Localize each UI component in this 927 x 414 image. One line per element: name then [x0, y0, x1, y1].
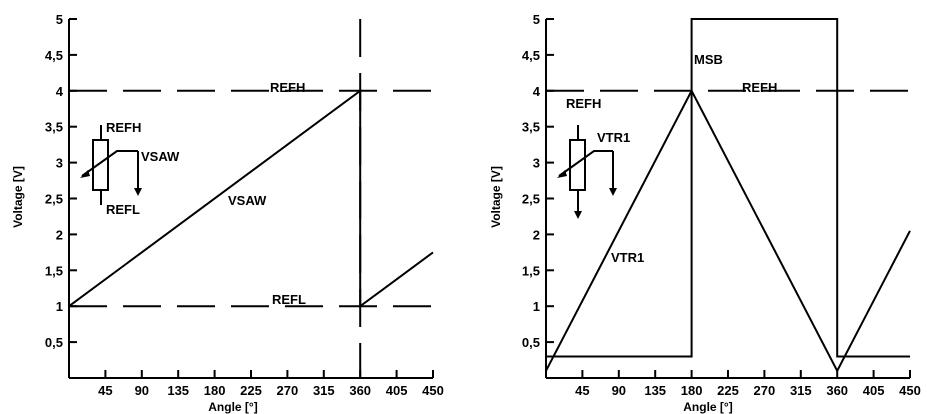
ref-label-refh: REFH	[270, 80, 305, 95]
inset-wiper-arrowhead	[80, 170, 90, 178]
y-tick-label: 1,5	[522, 263, 540, 278]
y-tick-label: 3,5	[522, 120, 540, 135]
series-vsaw	[68, 88, 434, 309]
inset-wiper-label: VTR1	[597, 130, 630, 145]
y-axis-title-right: Voltage [V]	[489, 166, 503, 228]
y-tick-label: 0,5	[45, 335, 63, 350]
inset-resistor-body	[569, 139, 586, 191]
chart-left: 0,5 1 1,5 2 2,5 3 3,5 4 4,5 5 45 90 135 180 225 270 315 3…	[11, 12, 444, 414]
y-tick-label: 0,5	[522, 335, 540, 350]
x-tick-label: 225	[240, 383, 262, 398]
y-tick-label: 1	[56, 299, 63, 314]
inset-wiper-arrow	[558, 150, 613, 177]
y-tick-label: 4,5	[522, 48, 540, 63]
x-tick-label: 135	[644, 383, 666, 398]
y-tick-label: 3	[533, 156, 540, 171]
chart-right-marks: 0,5 1 1,5 2 2,5 3 3,5 4 4,5 5 45 90 135 180 225 270 315 3…	[522, 12, 921, 398]
x-tick-label: 450	[422, 383, 444, 398]
inset-top-label: REFH	[566, 96, 601, 111]
chart-right: 0,5 1 1,5 2 2,5 3 3,5 4 4,5 5 45 90 135 180 225 270 315 3…	[489, 12, 921, 414]
y-tick-label: 3,5	[45, 120, 63, 135]
ref-label-refl: REFL	[272, 292, 306, 307]
y-tick-label: 2,5	[522, 192, 540, 207]
inset-output-arrowhead	[609, 188, 617, 196]
y-tick-label: 4,5	[45, 48, 63, 63]
y-axis-title-left: Voltage [V]	[11, 166, 25, 228]
series-msb	[546, 18, 910, 358]
curve-label-vtr1: VTR1	[611, 250, 644, 265]
y-tick-label: 2,5	[45, 192, 63, 207]
inset-bottom-label: REFL	[106, 202, 140, 217]
x-tick-label: 45	[98, 383, 112, 398]
x-tick-label: 225	[717, 383, 739, 398]
x-tick-label: 360	[349, 383, 371, 398]
x-tick-label: 450	[899, 383, 921, 398]
x-tick-label: 135	[167, 383, 189, 398]
inset-output-arrowhead	[134, 188, 142, 196]
y-tick-label: 2	[56, 227, 63, 242]
ref-label-refh: REFH	[742, 80, 777, 95]
x-tick-label: 405	[386, 383, 408, 398]
x-tick-label: 45	[575, 383, 589, 398]
inset-wiper-arrowhead	[557, 170, 567, 178]
x-tick-label: 360	[826, 383, 848, 398]
x-axis-title-right: Angle [°]	[683, 400, 732, 414]
x-tick-label: 180	[681, 383, 703, 398]
x-tick-label: 90	[135, 383, 149, 398]
inset-top-label: REFH	[106, 120, 141, 135]
inset-wiper-arrow	[81, 150, 138, 177]
y-tick-label: 4	[533, 84, 541, 99]
chart-left-marks: 0,5 1 1,5 2 2,5 3 3,5 4 4,5 5 45 90 135 180 225 270 315 3…	[45, 12, 444, 398]
x-tick-label: 270	[754, 383, 776, 398]
y-tick-label: 5	[533, 12, 540, 27]
x-tick-label: 405	[863, 383, 885, 398]
y-tick-label: 2	[533, 227, 540, 242]
x-axis-title-left: Angle [°]	[208, 400, 257, 414]
inset-wiper-label: VSAW	[141, 149, 180, 164]
chart-left-inset-symbol	[80, 125, 142, 205]
inset-resistor-body	[92, 139, 109, 191]
y-tick-label: 5	[56, 12, 63, 27]
series-vtr1	[545, 88, 911, 373]
x-tick-label: 180	[204, 383, 226, 398]
y-tick-label: 1	[533, 299, 540, 314]
x-tick-label: 315	[313, 383, 335, 398]
y-tick-label: 3	[56, 156, 63, 171]
msb-label: MSB	[694, 52, 723, 67]
x-tick-label: 315	[790, 383, 812, 398]
chart-right-inset-symbol	[557, 125, 617, 219]
curve-label-vsaw: VSAW	[228, 193, 267, 208]
x-tick-label: 270	[277, 383, 299, 398]
y-tick-label: 1,5	[45, 263, 63, 278]
inset-bottom-arrowhead	[574, 211, 582, 219]
y-tick-label: 4	[56, 84, 64, 99]
x-tick-label: 90	[612, 383, 626, 398]
